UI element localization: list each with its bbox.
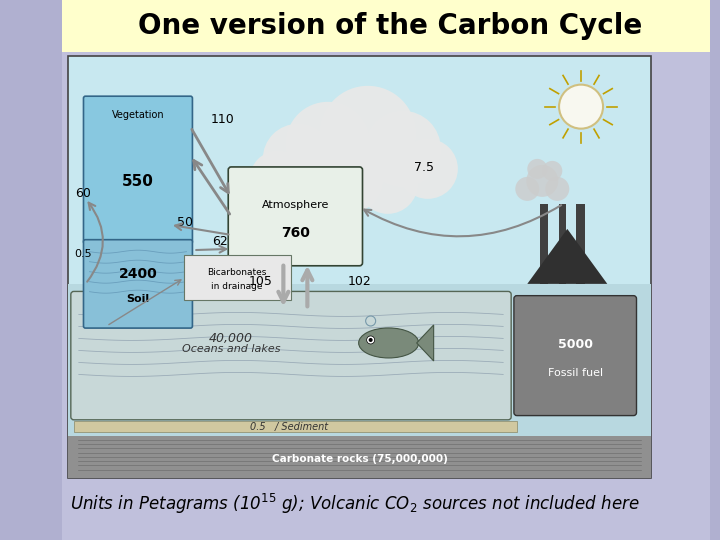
Text: Soil: Soil xyxy=(127,294,150,304)
FancyBboxPatch shape xyxy=(71,292,511,420)
Circle shape xyxy=(526,165,558,197)
Text: 0.5   / Sediment: 0.5 / Sediment xyxy=(251,422,328,432)
Circle shape xyxy=(559,85,603,129)
Circle shape xyxy=(545,177,570,201)
Text: Carbonate rocks (75,000,000): Carbonate rocks (75,000,000) xyxy=(271,454,447,464)
Text: Vegetation: Vegetation xyxy=(112,110,164,120)
Circle shape xyxy=(263,124,333,194)
Polygon shape xyxy=(527,229,607,284)
Text: Atmosphere: Atmosphere xyxy=(261,200,329,210)
Text: Oceans and lakes: Oceans and lakes xyxy=(182,345,281,354)
Circle shape xyxy=(398,139,458,199)
FancyBboxPatch shape xyxy=(84,96,192,244)
Text: 0.5: 0.5 xyxy=(73,249,91,259)
Bar xyxy=(576,204,585,284)
Text: 105: 105 xyxy=(248,275,272,288)
Text: Bicarbonates: Bicarbonates xyxy=(207,268,266,277)
Circle shape xyxy=(365,111,441,187)
Text: 40,000: 40,000 xyxy=(210,332,253,345)
FancyBboxPatch shape xyxy=(514,295,636,416)
Text: 62: 62 xyxy=(212,235,228,248)
Text: 102: 102 xyxy=(348,275,372,288)
Bar xyxy=(540,204,549,284)
Bar xyxy=(62,0,710,52)
Circle shape xyxy=(320,86,416,182)
Text: 50: 50 xyxy=(176,216,193,229)
Bar xyxy=(68,56,651,478)
Circle shape xyxy=(312,144,383,214)
Circle shape xyxy=(542,161,562,181)
Circle shape xyxy=(369,338,373,342)
Bar xyxy=(559,204,567,284)
FancyBboxPatch shape xyxy=(228,167,362,266)
Text: 550: 550 xyxy=(122,174,154,189)
Circle shape xyxy=(527,159,547,179)
Circle shape xyxy=(358,154,418,214)
Text: Units in Petagrams (10$^{15}$ g); Volcanic CO$_2$ sources not included here: Units in Petagrams (10$^{15}$ g); Volcan… xyxy=(70,492,639,516)
Text: 60: 60 xyxy=(75,187,91,200)
Text: 7.5: 7.5 xyxy=(413,161,433,174)
Ellipse shape xyxy=(359,328,418,358)
Polygon shape xyxy=(417,325,433,361)
Text: One version of the Carbon Cycle: One version of the Carbon Cycle xyxy=(138,12,642,40)
Text: 760: 760 xyxy=(281,226,310,240)
Circle shape xyxy=(250,151,306,207)
Bar xyxy=(68,436,651,478)
Bar xyxy=(74,421,517,431)
Circle shape xyxy=(366,336,374,344)
Text: 5000: 5000 xyxy=(558,338,593,350)
Bar xyxy=(710,0,720,540)
Text: 110: 110 xyxy=(211,113,235,126)
Bar xyxy=(68,284,651,478)
Text: Fossil fuel: Fossil fuel xyxy=(548,368,603,377)
FancyBboxPatch shape xyxy=(84,240,192,328)
Text: in drainage: in drainage xyxy=(212,282,263,292)
FancyBboxPatch shape xyxy=(184,255,291,300)
Bar xyxy=(0,0,62,540)
Circle shape xyxy=(286,102,370,186)
Text: 2400: 2400 xyxy=(119,267,158,281)
Circle shape xyxy=(516,177,539,201)
